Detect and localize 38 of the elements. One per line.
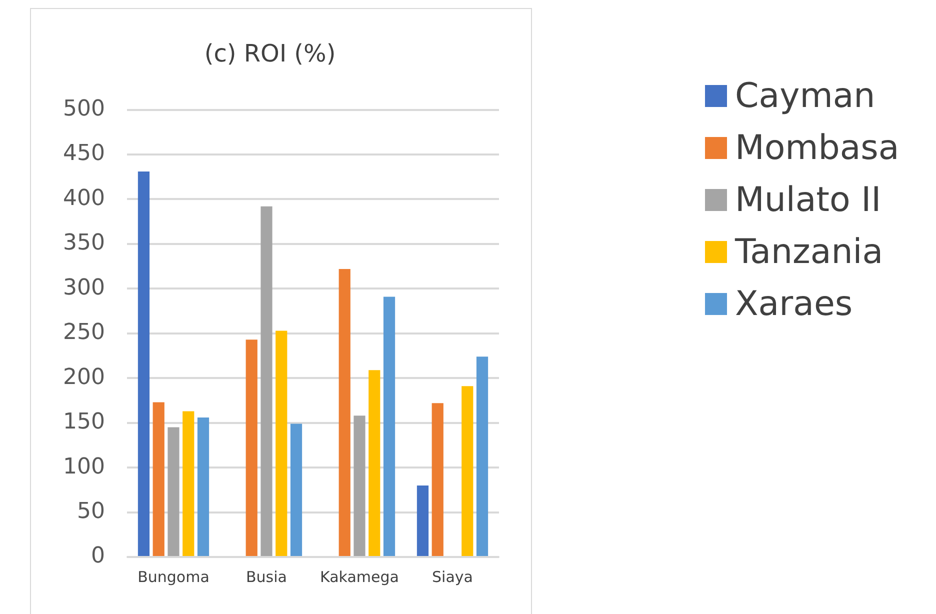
bar [168,427,180,556]
bar [197,417,210,556]
bar [246,340,258,556]
bar [462,386,474,556]
bar [138,172,150,556]
y-tick-label: 350 [62,230,105,256]
x-tick-label: Kakamega [320,568,399,586]
bar [368,370,380,556]
x-tick-label: Siaya [432,568,473,586]
bar [260,206,272,556]
y-tick-label: 50 [76,499,105,524]
legend-label: Tanzania [735,232,884,272]
y-tick-label: 100 [62,454,105,480]
legend-label: Xaraes [735,284,853,324]
bar [182,411,194,556]
y-tick-label: 500 [62,96,105,122]
bar [354,416,366,556]
bar [276,330,288,556]
y-tick-label: 250 [62,320,105,346]
legend-label: Mulato II [735,180,882,220]
x-tick-label: Bungoma [138,568,210,586]
bar [416,485,429,556]
x-tick-label: Busia [246,568,287,586]
y-tick-label: 200 [62,364,105,390]
y-tick-label: 150 [62,410,105,435]
bar [432,403,444,556]
bar [383,296,396,556]
legend-label: Mombasa [735,128,900,168]
bar [290,424,302,556]
y-tick-label: 0 [90,544,105,569]
legend-label: Cayman [735,76,876,116]
bar [476,356,488,556]
bar [152,402,164,556]
y-tick-label: 450 [62,141,105,166]
y-tick-label: 300 [62,275,105,300]
bar [338,269,350,556]
chart-title: (c) ROI (%) [204,40,336,68]
y-tick-label: 400 [62,186,105,211]
